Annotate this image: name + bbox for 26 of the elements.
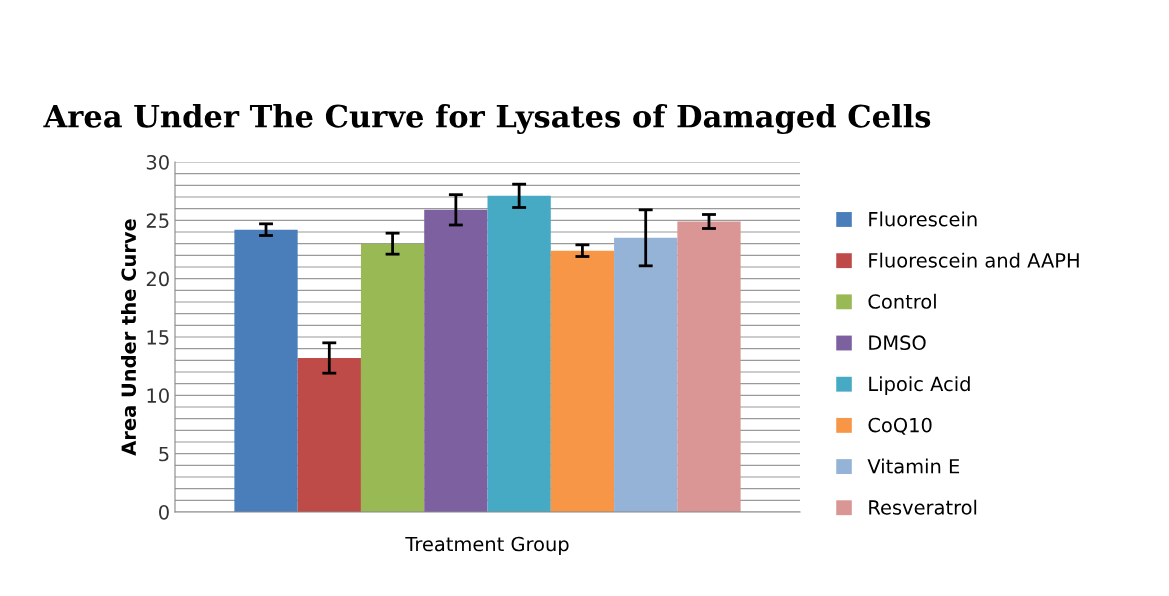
legend-label: Vitamin E bbox=[867, 458, 960, 474]
bar bbox=[297, 358, 361, 512]
legend-label: Control bbox=[868, 293, 936, 309]
y-tick-label: 25 bbox=[146, 213, 169, 228]
y-tick-label: 10 bbox=[147, 388, 169, 403]
bar bbox=[487, 195, 551, 512]
x-axis-title: Treatment Group bbox=[405, 536, 569, 556]
chart-title: Area Under The Curve for Lysates of Damaged Cells bbox=[43, 104, 931, 135]
legend-label: CoQ10 bbox=[868, 417, 932, 435]
bar bbox=[550, 250, 615, 512]
y-tick-label: 5 bbox=[159, 446, 169, 462]
bar bbox=[677, 221, 741, 512]
legend-label: Lipoic Acid bbox=[869, 376, 970, 395]
bar bbox=[614, 237, 678, 512]
legend-label: DMSO bbox=[869, 335, 926, 351]
y-tick-label: 30 bbox=[146, 154, 169, 170]
legend-label: Fluorescein bbox=[869, 211, 977, 227]
y-tick-label: 0 bbox=[159, 504, 169, 520]
y-tick-label: 15 bbox=[147, 330, 169, 345]
legend-label: Fluorescein and AAPH bbox=[869, 252, 1079, 268]
bar bbox=[234, 229, 298, 512]
bar bbox=[424, 209, 488, 512]
y-axis-title: Area Under the Curve bbox=[121, 219, 137, 456]
legend-label: Resveratrol bbox=[869, 499, 977, 515]
y-tick-label: 20 bbox=[146, 271, 169, 287]
bar bbox=[360, 243, 425, 512]
